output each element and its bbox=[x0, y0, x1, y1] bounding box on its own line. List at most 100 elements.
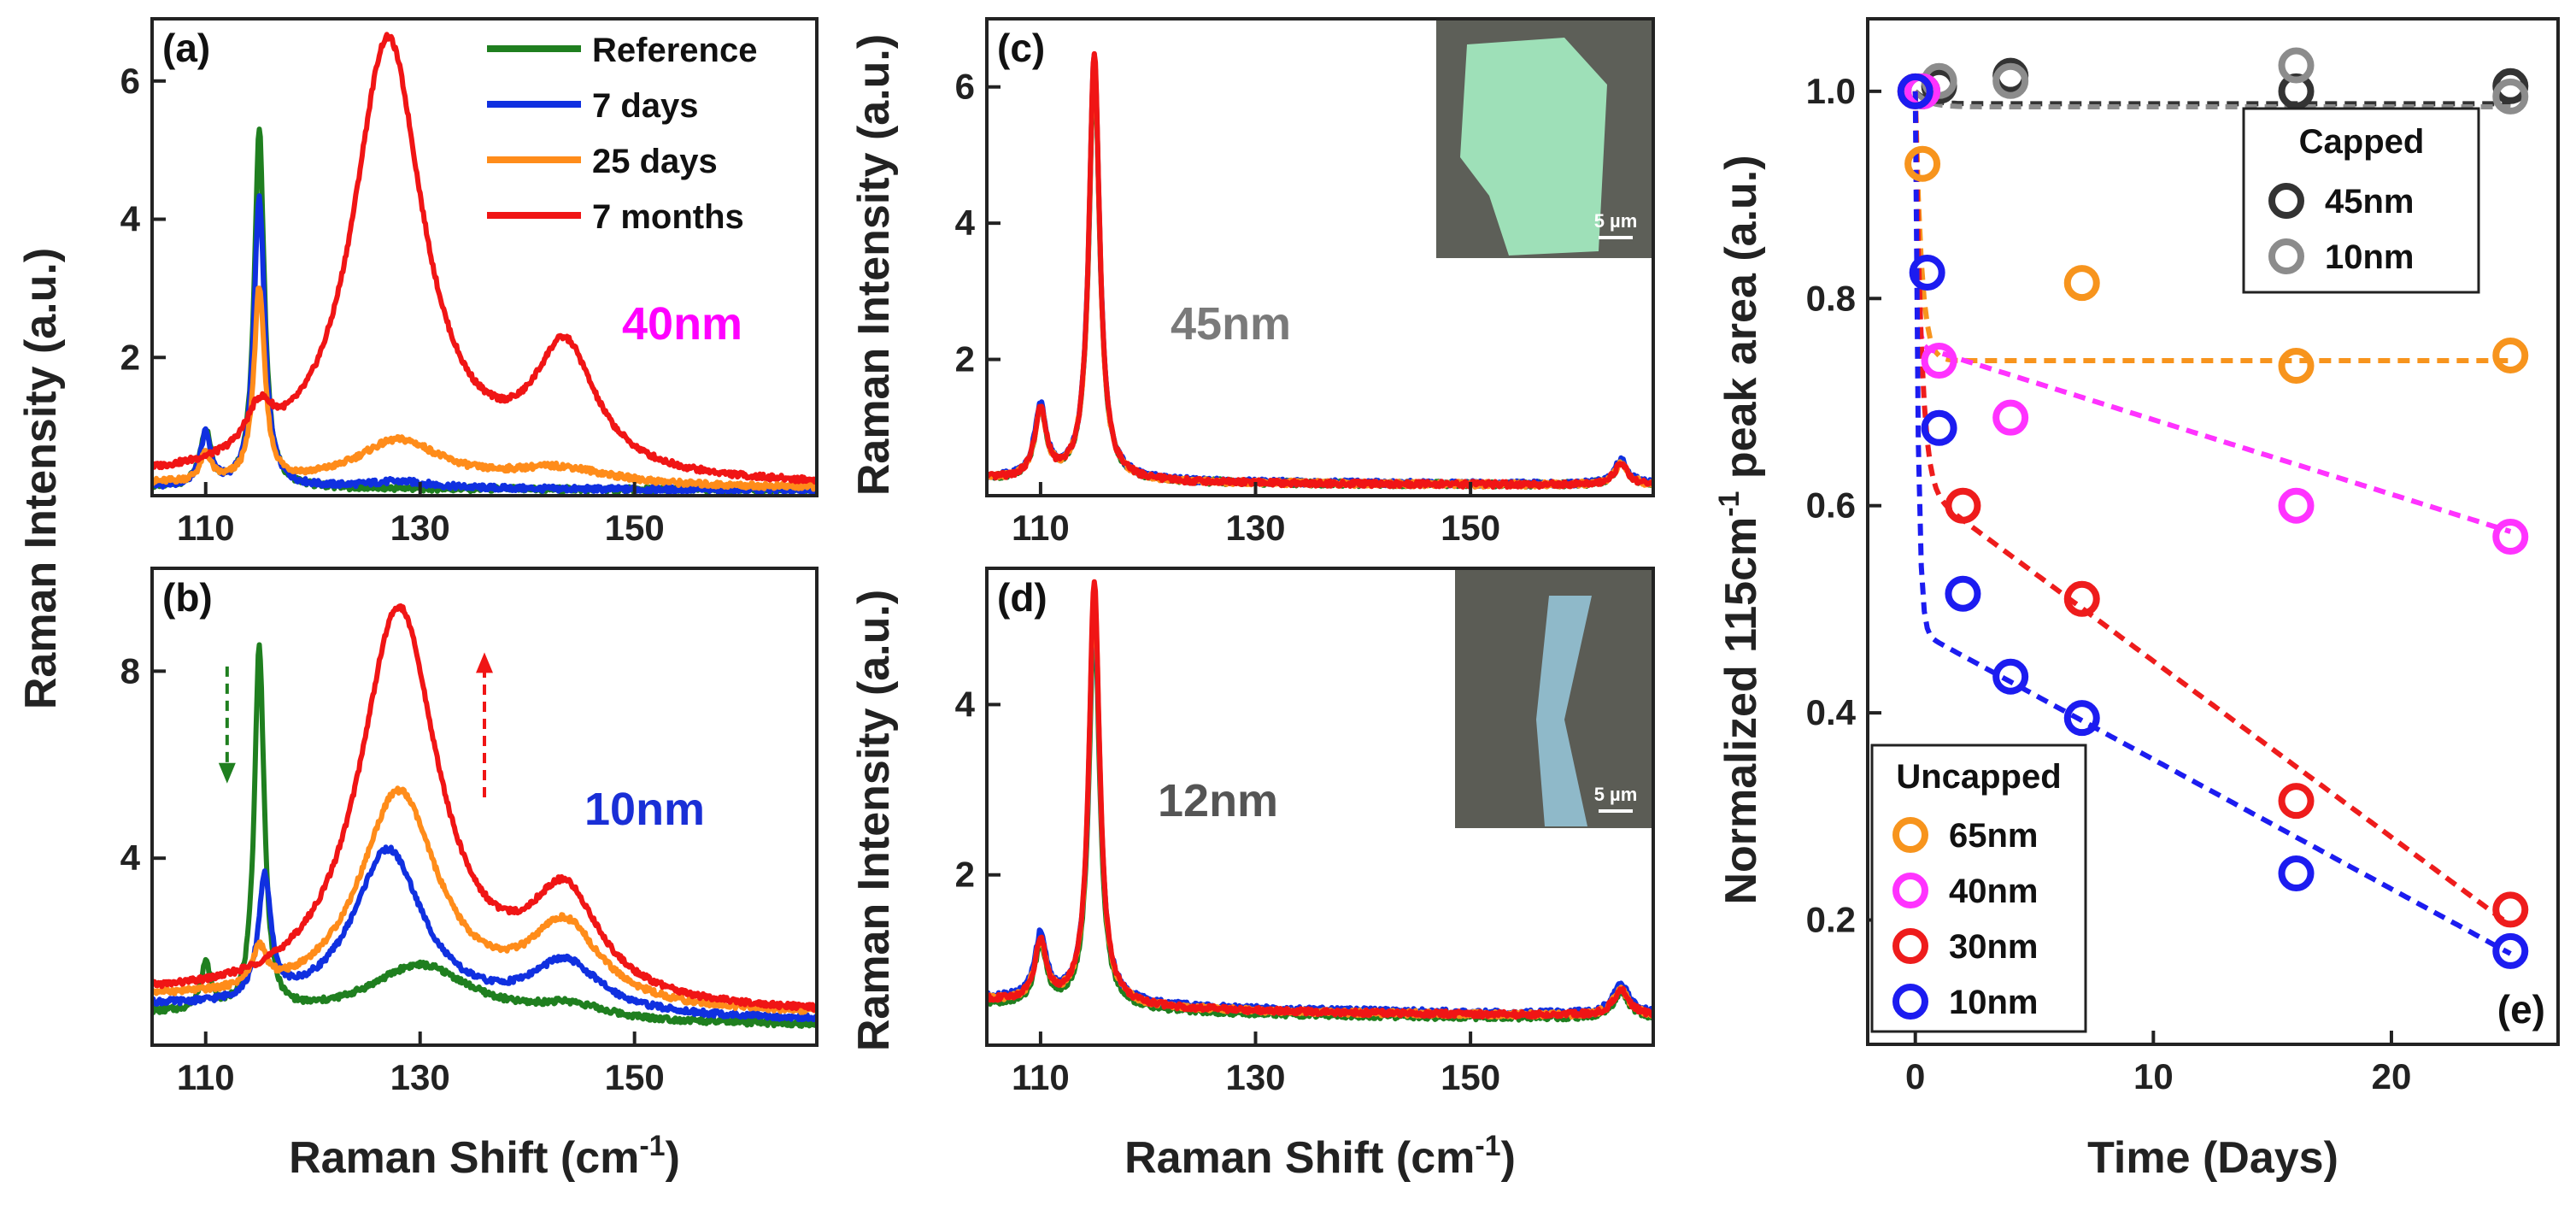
data-point-uncapped-40nm bbox=[2278, 487, 2315, 524]
panel-label: (a) bbox=[162, 26, 210, 70]
thickness-label: 45nm bbox=[1171, 298, 1291, 350]
plot-frame bbox=[150, 567, 819, 1047]
data-point-uncapped-10nm bbox=[1992, 658, 2029, 695]
panel-d: 110 130 150 2 4 (d) 12nm 5 µm Raman Intensity (a… bbox=[849, 567, 1655, 1183]
data-point-capped-10nm bbox=[2278, 47, 2315, 84]
x-axis-title: Time (Days) bbox=[2087, 1133, 2338, 1183]
legend-label: 65nm bbox=[1949, 817, 2039, 855]
series-line-7-months bbox=[152, 32, 817, 485]
data-point-uncapped-10nm bbox=[1945, 575, 1981, 612]
data-point-uncapped-65nm bbox=[1904, 145, 1941, 182]
x-tick-label: 110 bbox=[177, 1057, 235, 1097]
y-tick-label: 8 bbox=[120, 650, 140, 691]
panel-a: 110 130 150 2 4 6 (a) Reference 7 days 25 days 7 m… bbox=[16, 17, 819, 709]
legend-marker bbox=[1892, 928, 1928, 964]
x-tick-label: 0 bbox=[1905, 1056, 1925, 1096]
y-tick-label: 2 bbox=[120, 337, 140, 377]
legend-label: 25 days bbox=[592, 143, 718, 180]
y-axis-title: Raman Intensity (a.u.) bbox=[849, 590, 899, 1051]
thickness-label: 10nm bbox=[584, 784, 705, 835]
y-tick-label: 6 bbox=[120, 61, 140, 101]
thickness-label: 40nm bbox=[622, 298, 742, 350]
y-tick-label: 0.6 bbox=[1806, 485, 1856, 526]
data-point-uncapped-30nm bbox=[2278, 783, 2315, 820]
panel-label: (d) bbox=[997, 575, 1047, 620]
x-tick-label: 150 bbox=[605, 1057, 665, 1097]
x-tick-label: 110 bbox=[1012, 508, 1070, 548]
data-point-uncapped-10nm bbox=[1897, 73, 1933, 109]
y-tick-label: 1.0 bbox=[1806, 71, 1856, 111]
x-tick-label: 10 bbox=[2133, 1056, 2174, 1096]
legend-label: 30nm bbox=[1949, 928, 2039, 966]
y-tick-label: 0.8 bbox=[1806, 278, 1856, 318]
series-line-7-months bbox=[152, 603, 817, 1013]
legend-title: Uncapped bbox=[1896, 758, 2061, 796]
fit-curve-capped-10nm bbox=[1913, 89, 2511, 109]
legend-marker bbox=[1892, 984, 1928, 1020]
y-tick-label: 4 bbox=[120, 838, 141, 878]
legend-label: 10nm bbox=[2325, 238, 2415, 276]
x-tick-label: 130 bbox=[390, 508, 450, 548]
y-tick-label: 4 bbox=[955, 203, 976, 243]
fit-curve-uncapped-40nm bbox=[1912, 91, 2512, 534]
fit-curve-capped-45nm bbox=[1913, 89, 2511, 107]
data-point-uncapped-65nm bbox=[2278, 348, 2315, 385]
y-tick-label: 2 bbox=[955, 855, 975, 895]
x-tick-label: 110 bbox=[1012, 1057, 1070, 1097]
scatter-group bbox=[1897, 47, 2529, 969]
y-tick-label: 4 bbox=[120, 199, 141, 239]
panel-label: (e) bbox=[2497, 987, 2545, 1032]
x-tick-label: 150 bbox=[1441, 1057, 1500, 1097]
data-point-uncapped-65nm bbox=[2492, 337, 2529, 373]
data-point-uncapped-10nm bbox=[2492, 932, 2529, 969]
flake-shape bbox=[1460, 38, 1607, 256]
y-axis-title: Raman Intensity (a.u.) bbox=[849, 34, 899, 496]
x-tick-label: 150 bbox=[605, 508, 665, 548]
series-line-25-days bbox=[152, 785, 817, 1015]
x-axis-title: Raman Shift (cm-1) bbox=[1124, 1130, 1516, 1183]
series-line-7-days bbox=[152, 844, 817, 1023]
decrease-arrow-head bbox=[218, 762, 236, 784]
y-axis-title: Normalized 115cm-1 peak area (a.u.) bbox=[1713, 155, 1766, 904]
legend: Reference 7 days 25 days 7 months bbox=[487, 32, 757, 236]
legend-marker bbox=[1892, 817, 1928, 853]
x-tick-label: 130 bbox=[390, 1057, 450, 1097]
scale-bar-label: 5 µm bbox=[1594, 784, 1638, 805]
legend-label: 7 months bbox=[592, 198, 744, 236]
scale-bar-label: 5 µm bbox=[1594, 210, 1638, 232]
legend-marker bbox=[2268, 238, 2304, 274]
y-tick-label: 6 bbox=[955, 67, 975, 107]
data-point-uncapped-10nm bbox=[2278, 855, 2315, 891]
x-tick-label: 20 bbox=[2372, 1056, 2412, 1096]
plot-frame bbox=[985, 567, 1655, 1047]
legend-label: 10nm bbox=[1949, 984, 2039, 1021]
legend-box bbox=[2242, 107, 2480, 294]
legend-label: Reference bbox=[592, 32, 757, 69]
increase-arrow-head bbox=[476, 652, 493, 673]
series-line-25-days bbox=[152, 285, 817, 492]
data-point-uncapped-40nm bbox=[1992, 399, 2029, 436]
data-point-uncapped-10nm bbox=[1909, 254, 1945, 291]
series-line-7-months bbox=[987, 579, 1653, 1020]
legend-label: 7 days bbox=[592, 87, 699, 125]
plot-frame bbox=[150, 17, 819, 497]
data-point-capped-10nm bbox=[1992, 62, 2029, 99]
data-point-uncapped-10nm bbox=[1921, 409, 1957, 446]
legend-title: Capped bbox=[2299, 123, 2425, 161]
data-point-capped-10nm bbox=[2492, 78, 2529, 115]
series-line-reference bbox=[152, 642, 817, 1029]
panel-c: 110 130 150 2 4 6 (c) 45nm 5 µm Raman Intensity (… bbox=[849, 17, 1655, 548]
legend-box bbox=[1870, 744, 2087, 1033]
data-point-uncapped-40nm bbox=[2492, 519, 2529, 555]
x-tick-label: 110 bbox=[177, 508, 235, 548]
legend-capped: Capped 45nm 10nm bbox=[2242, 107, 2480, 294]
data-point-uncapped-65nm bbox=[2063, 265, 2100, 302]
flake-shape bbox=[1536, 596, 1592, 826]
spectra-group bbox=[152, 32, 817, 496]
fit-curve-uncapped-30nm bbox=[1912, 91, 2513, 928]
legend-marker bbox=[1892, 873, 1928, 908]
legend-uncapped: Uncapped 65nm 40nm 30nm 10nm bbox=[1870, 744, 2087, 1033]
x-tick-label: 130 bbox=[1225, 508, 1285, 548]
plot-frame bbox=[985, 17, 1655, 497]
x-tick-label: 130 bbox=[1225, 1057, 1285, 1097]
